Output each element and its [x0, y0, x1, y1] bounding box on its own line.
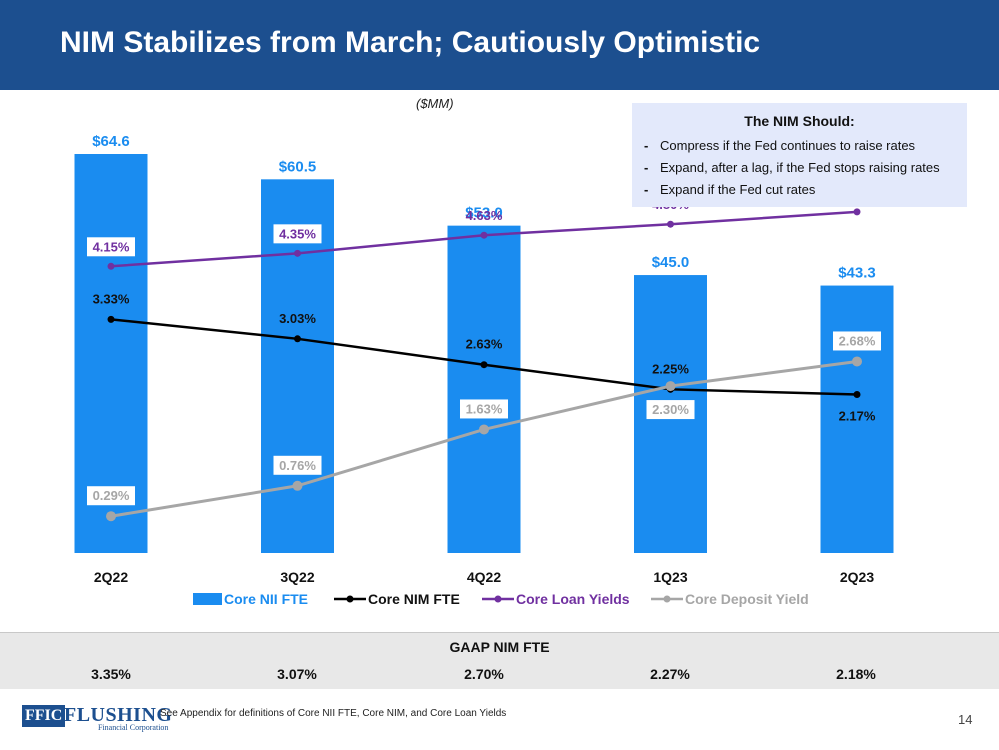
point-core-nim-fte [853, 390, 861, 398]
point-core-nim-fte [480, 361, 488, 369]
x-tick-label: 4Q22 [467, 569, 501, 585]
label-core-deposit-yield: 1.63% [466, 401, 503, 416]
logo-mark: FFIC [22, 705, 66, 727]
nim-box-title: The NIM Should: [744, 113, 855, 129]
label-bg-core-deposit-yield [833, 331, 881, 351]
label-bg-core-deposit-yield [273, 455, 322, 475]
footnote: See Appendix for definitions of Core NII… [160, 708, 507, 719]
point-core-deposit-yield [292, 480, 303, 491]
gaap-value: 3.35% [91, 666, 131, 682]
nim-box-item: - Compress if the Fed continues to raise … [644, 135, 940, 157]
legend-label: Core NIM FTE [368, 591, 460, 607]
nim-box-item: - Expand, after a lag, if the Fed stops r… [644, 157, 940, 179]
label-core-deposit-yield: 2.68% [839, 333, 876, 348]
point-core-loan-yields [107, 262, 115, 270]
legend-label: Core Deposit Yield [685, 591, 809, 607]
label-core-loan-yields: 4.63% [466, 208, 503, 223]
point-core-nim-fte [107, 315, 115, 323]
dash-bullet-icon: - [644, 138, 649, 153]
point-core-loan-yields [853, 208, 861, 216]
point-core-deposit-yield [479, 424, 489, 435]
bar-value-label: $45.0 [652, 254, 690, 271]
x-tick-label: 2Q22 [94, 569, 128, 585]
legend-swatch-marker [494, 595, 502, 603]
label-core-loan-yields: 4.15% [93, 239, 130, 254]
logo-subtitle: Financial Corporation [98, 723, 169, 732]
label-bg-core-loan-yields [87, 237, 135, 257]
label-core-deposit-yield: 2.30% [652, 402, 689, 417]
dash-bullet-icon: - [644, 160, 649, 175]
label-bg-core-deposit-yield [87, 486, 135, 506]
label-core-nim-fte: 3.33% [93, 291, 130, 306]
point-core-deposit-yield [852, 356, 862, 367]
label-core-nim-fte: 3.03% [279, 311, 316, 326]
nim-box-item-text: Expand if the Fed cut rates [660, 182, 816, 197]
x-tick-label: 3Q22 [280, 569, 314, 585]
logo-name: FLUSHING [64, 704, 173, 726]
point-core-nim-fte [294, 335, 301, 343]
gaap-value: 2.18% [836, 666, 876, 682]
label-bg-core-deposit-yield [460, 399, 508, 419]
slide-title: NIM Stabilizes from March; Cautiously Op… [60, 26, 761, 59]
bar-core-nii-fte [447, 225, 521, 553]
label-bg-core-loan-yields [273, 224, 322, 244]
legend-label: Core NII FTE [224, 591, 308, 607]
bar-value-label: $53.0 [465, 205, 503, 222]
label-bg-core-deposit-yield [646, 400, 695, 420]
x-tick-label: 1Q23 [653, 569, 687, 585]
label-core-nim-fte: 2.17% [839, 408, 876, 423]
point-core-loan-yields [667, 220, 674, 228]
gaap-title: GAAP NIM FTE [449, 639, 550, 655]
point-core-deposit-yield [665, 381, 676, 392]
nim-box-item-text: Expand, after a lag, if the Fed stops ra… [660, 160, 940, 175]
gaap-nim-panel: GAAP NIM FTE 3.35% 3.07% 2.70% 2.27% 2.1… [0, 632, 999, 689]
title-banner: NIM Stabilizes from March; Cautiously Op… [0, 0, 999, 90]
dash-bullet-icon: - [644, 182, 649, 197]
nim-box-item-text: Compress if the Fed continues to raise r… [660, 138, 916, 153]
bar-core-nii-fte [820, 285, 894, 553]
label-core-nim-fte: 2.63% [466, 337, 503, 352]
point-core-loan-yields [294, 249, 301, 257]
nim-box-list: - Compress if the Fed continues to raise … [644, 135, 940, 201]
legend-swatch-marker [663, 595, 671, 603]
x-tick-label: 2Q23 [840, 569, 874, 585]
label-core-deposit-yield: 0.76% [279, 458, 316, 473]
page-number: 14 [958, 712, 973, 727]
gaap-value: 2.27% [650, 666, 690, 682]
legend-label: Core Loan Yields [516, 591, 630, 607]
legend-swatch-core-nii-fte [193, 593, 222, 605]
label-core-nim-fte: 2.25% [652, 361, 689, 376]
bar-value-label: $60.5 [279, 158, 317, 175]
bar-value-label: $43.3 [838, 265, 876, 282]
units-label: ($MM) [416, 96, 454, 111]
label-core-deposit-yield: 0.29% [93, 488, 130, 503]
gaap-value: 2.70% [464, 666, 504, 682]
label-core-loan-yields: 4.35% [279, 226, 316, 241]
nim-outlook-box: The NIM Should: - Compress if the Fed con… [632, 103, 967, 207]
point-core-deposit-yield [106, 511, 116, 522]
point-core-loan-yields [480, 231, 488, 239]
bar-value-label: $64.6 [92, 133, 130, 150]
legend-swatch-marker [346, 595, 354, 603]
gaap-value: 3.07% [277, 666, 317, 682]
nim-box-item: - Expand if the Fed cut rates [644, 179, 940, 201]
